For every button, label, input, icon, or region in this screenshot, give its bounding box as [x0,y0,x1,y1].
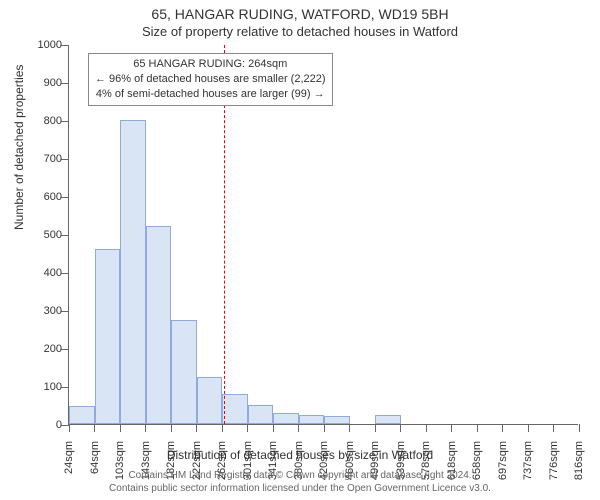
histogram-chart: 24sqm64sqm103sqm143sqm182sqm222sqm262sqm… [68,45,578,425]
footer-line-2: Contains public sector information licen… [0,483,600,494]
histogram-bar [69,406,95,424]
y-tick-label: 1000 [22,39,62,51]
x-axis-label: Distribution of detached houses by size … [0,448,600,462]
histogram-bar [95,249,121,424]
y-tick-label: 300 [22,305,62,317]
page-title-1: 65, HANGAR RUDING, WATFORD, WD19 5BH [0,6,600,22]
histogram-bar [375,415,401,425]
y-tick-label: 100 [22,381,62,393]
histogram-bar [171,320,197,425]
annotation-line-3: 4% of semi-detached houses are larger (9… [95,87,326,102]
histogram-bar [197,377,223,425]
histogram-bar [222,394,248,424]
annotation-box: 65 HANGAR RUDING: 264sqm ← 96% of detach… [88,53,333,106]
y-tick-label: 800 [22,115,62,127]
page-title-2: Size of property relative to detached ho… [0,24,600,39]
y-tick-label: 700 [22,153,62,165]
annotation-line-2: ← 96% of detached houses are smaller (2,… [95,72,326,87]
histogram-bar [273,413,299,424]
histogram-bar [299,415,325,425]
y-tick-label: 900 [22,77,62,89]
y-tick-label: 0 [22,419,62,431]
histogram-bar [146,226,172,424]
y-tick-label: 200 [22,343,62,355]
annotation-line-1: 65 HANGAR RUDING: 264sqm [95,57,326,72]
histogram-bar [324,416,350,424]
histogram-bar [120,120,146,424]
y-tick-label: 400 [22,267,62,279]
y-tick-label: 500 [22,229,62,241]
y-tick-label: 600 [22,191,62,203]
histogram-bar [248,405,274,424]
footer-line-1: Contains HM Land Registry data © Crown c… [0,470,600,481]
y-axis-label: Number of detached properties [12,65,26,230]
